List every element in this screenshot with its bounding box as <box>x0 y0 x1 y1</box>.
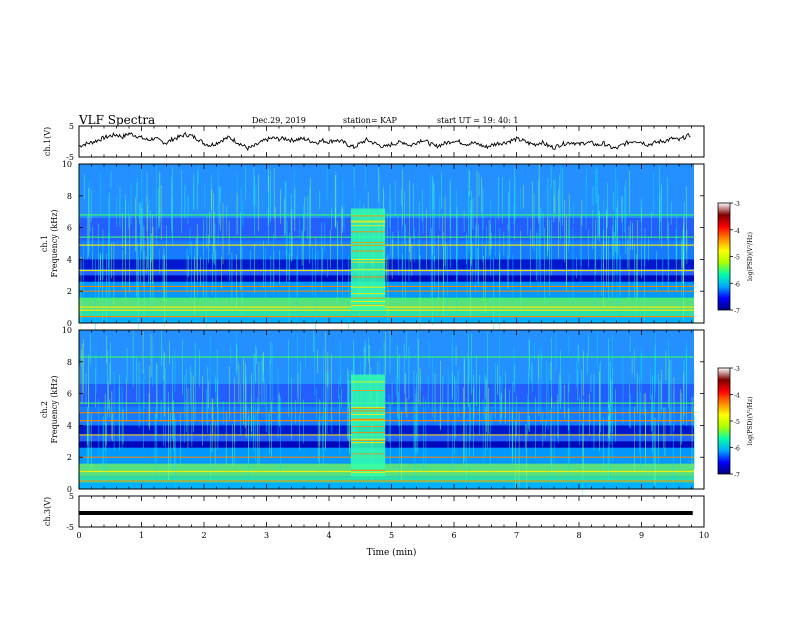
y-tick-label: 8 <box>67 358 72 367</box>
x-tick-label: 2 <box>201 531 206 540</box>
y-tick-label: 2 <box>67 453 72 462</box>
ch2-spectrogram-panel: 0 2 4 6 8 10 ch.2 Frequency (kHz) <box>40 326 705 498</box>
y-axis-label: ch.1 <box>40 235 49 252</box>
frequency-stratum <box>79 476 694 483</box>
x-tick-label: 0 <box>76 531 81 540</box>
colorbar-tick-label: -4 <box>734 228 740 235</box>
colorbar-tick-label: -3 <box>734 201 740 208</box>
ch1-waveform-panel: 5 -5 ch.1(V) <box>43 122 705 162</box>
colorbar-tick-label: -3 <box>734 366 740 373</box>
colorbar-tick-label: -5 <box>734 419 740 426</box>
x-tick-label: 5 <box>389 531 394 540</box>
figure-station: station= KAP <box>343 116 398 125</box>
colorbar-tick-label: -7 <box>734 472 740 479</box>
y-tick-label: 4 <box>67 421 72 430</box>
frequency-stratum <box>79 482 694 489</box>
y-tick-label: 10 <box>62 326 72 335</box>
y-tick-label: 8 <box>67 192 72 201</box>
frequency-stratum <box>79 281 694 298</box>
colorbar-tick-label: -5 <box>734 255 740 262</box>
ch3-waveform-panel: 0 1 2 3 4 5 6 7 8 9 10 5 -5 ch.3(V) Time (min) <box>43 492 709 558</box>
ch2-colorbar: -3 -4 -5 -6 -7 log(PSD)(V²/Hz) <box>717 366 754 479</box>
y-axis-label: ch.3(V) <box>43 497 52 526</box>
y-tick-label: 5 <box>69 492 74 501</box>
x-tick-label: 8 <box>576 531 581 540</box>
colorbar-label: log(PSD)(V²/Hz) <box>747 397 754 446</box>
x-tick-label: 9 <box>639 531 644 540</box>
y-tick-label: 6 <box>67 224 72 233</box>
x-axis-label: Time (min) <box>367 547 417 558</box>
x-tick-label: 1 <box>139 531 144 540</box>
x-tick-label: 4 <box>326 531 331 540</box>
burst-block <box>350 374 386 477</box>
frequency-stratum <box>79 463 694 477</box>
x-tick-label: 6 <box>451 531 456 540</box>
y-tick-label: 4 <box>67 255 72 264</box>
frequency-stratum <box>79 441 694 448</box>
y-tick-label: -5 <box>66 153 74 162</box>
frequency-stratum <box>79 240 694 260</box>
y-axis-label: Frequency (kHz) <box>50 375 59 443</box>
y-axis-label: Frequency (kHz) <box>50 209 59 277</box>
figure-title: VLF Spectra <box>78 113 155 127</box>
frequency-stratum <box>79 316 694 323</box>
colorbar-tick-label: -6 <box>734 446 740 453</box>
frequency-stratum <box>79 384 694 407</box>
colorbar-label: log(PSD)(V²/Hz) <box>747 232 754 281</box>
x-tick-label: 3 <box>264 531 269 540</box>
y-tick-label: 2 <box>67 287 72 296</box>
x-tick-label: 10 <box>699 531 709 540</box>
frequency-stratum <box>79 164 694 219</box>
y-tick-label: 0 <box>67 319 72 328</box>
frequency-stratum <box>79 310 694 317</box>
ch1-spectrogram-panel: 0 2 4 6 8 10 ch.1 Frequency (kHz) <box>40 160 705 338</box>
colorbar-tick-label: -6 <box>734 281 740 288</box>
ch1-waveform-line <box>78 131 691 152</box>
colorbar-scale <box>717 367 731 475</box>
figure-date: Dec.29, 2019 <box>252 116 306 125</box>
y-tick-label: 0 <box>67 485 72 494</box>
figure-start-time: start UT = 19: 40: 1 <box>437 116 518 125</box>
y-tick-label: 6 <box>67 390 72 399</box>
x-tick-label: 7 <box>514 531 519 540</box>
frequency-stratum <box>79 425 694 435</box>
frequency-stratum <box>79 434 694 442</box>
y-axis-label: ch.1(V) <box>43 127 52 156</box>
colorbar-scale <box>717 202 731 311</box>
ch1-colorbar: -3 -4 -5 -6 -7 log(PSD)(V²/Hz) <box>717 201 754 315</box>
frequency-stratum <box>79 447 694 464</box>
y-tick-label: 5 <box>69 122 74 131</box>
colorbar-tick-label: -4 <box>734 393 740 400</box>
y-tick-label: -5 <box>66 523 74 532</box>
colorbar-tick-label: -7 <box>734 308 740 315</box>
y-axis-label: ch.2 <box>40 401 49 418</box>
frequency-stratum <box>79 406 694 426</box>
y-tick-label: 10 <box>62 160 72 169</box>
